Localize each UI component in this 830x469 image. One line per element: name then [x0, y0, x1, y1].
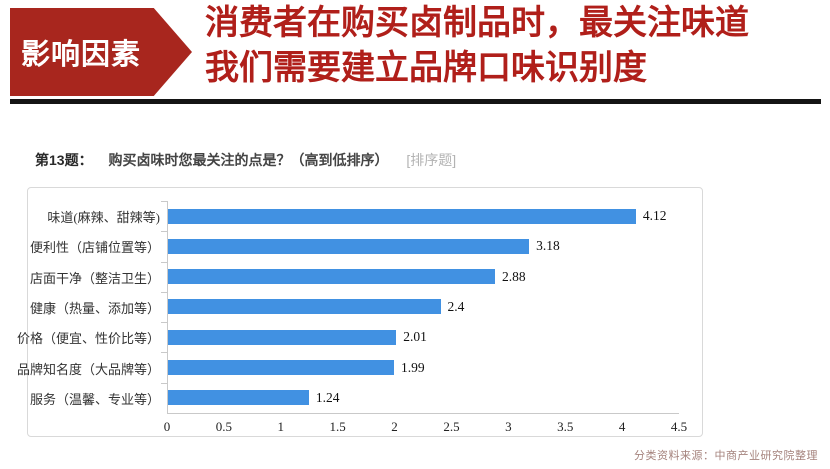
- category-label: 便利性（店铺位置等）: [29, 240, 160, 256]
- category-label: 价格（便宜、性价比等）: [16, 331, 160, 347]
- page-title-line1: 消费者在购买卤制品时，最关注味道: [205, 4, 749, 42]
- x-tick-label: 2: [391, 419, 398, 434]
- category-label: 店面干净（整洁卫生）: [29, 270, 160, 286]
- value-label: 1.99: [400, 359, 425, 375]
- bar-chart: 味道(麻辣、甜辣等) 便利性（店铺位置等） 店面干净（整洁卫生） 健康（热量、添加等）…: [16, 187, 703, 437]
- bar: [168, 360, 394, 376]
- value-label: 3.18: [536, 238, 560, 254]
- value-label: 2.01: [403, 329, 427, 345]
- x-tick-label: 0: [163, 419, 171, 434]
- value-label: 2.4: [447, 298, 465, 314]
- x-tick-label: 0.5: [215, 419, 232, 434]
- bar: [168, 299, 441, 315]
- bar: [168, 269, 496, 285]
- x-tick-label: 4: [618, 419, 626, 434]
- bar-row: 4.12: [161, 201, 679, 231]
- plot-area: 4.12 3.18 2.88 2.4 2.01 1.99 1.24: [161, 201, 679, 414]
- category-label: 健康（热量、添加等）: [29, 300, 160, 316]
- x-tick-label: 3: [505, 419, 512, 434]
- x-tick-label: 3.5: [557, 419, 574, 434]
- value-axis: 0 0.5 1 1.5 2 2.5 3 3.5 4 4.5: [163, 419, 687, 435]
- x-tick-label: 1: [277, 419, 285, 434]
- bar-row: 3.18: [161, 231, 679, 261]
- bar-row: 1.24: [161, 382, 679, 413]
- category-label: 味道(麻辣、甜辣等): [47, 209, 160, 225]
- bar: [168, 329, 397, 345]
- bar: [168, 390, 309, 406]
- value-label: 2.88: [502, 268, 526, 284]
- page-title-line2: 我们需要建立品牌口味识别度: [205, 49, 647, 87]
- category-axis: 味道(麻辣、甜辣等) 便利性（店铺位置等） 店面干净（整洁卫生） 健康（热量、添加等）…: [16, 201, 160, 414]
- x-tick-label: 1.5: [329, 419, 346, 434]
- category-label: 品牌知名度（大品牌等）: [16, 361, 160, 377]
- x-tick-label: 4.5: [670, 419, 688, 434]
- bar-row: 2.88: [161, 261, 679, 292]
- bar-row: 2.01: [161, 322, 679, 352]
- value-label: 4.12: [642, 208, 667, 224]
- question-text: 购买卤味时您最关注的点是？（高到低排序）: [108, 152, 389, 168]
- section-badge-label: 影响因素: [20, 39, 141, 71]
- page-title: 消费者在购买卤制品时，最关注味道 我们需要建立品牌口味识别度: [205, 1, 749, 91]
- question-type-tag: [排序题]: [406, 152, 457, 168]
- bar-row: 1.99: [161, 352, 679, 382]
- survey-question: 第13题： 购买卤味时您最关注的点是？（高到低排序） [排序题]: [35, 150, 456, 170]
- category-label: 服务（温馨、专业等）: [29, 392, 160, 408]
- bar: [168, 208, 636, 224]
- bar: [168, 238, 530, 254]
- bar-row: 2.4: [161, 291, 679, 322]
- header-divider: [10, 99, 821, 104]
- question-number: 第13题：: [35, 152, 93, 168]
- x-tick-label: 2.5: [443, 419, 460, 434]
- source-note: 分类资料来源：中商产业研究院整理: [634, 450, 818, 462]
- section-badge-arrow: 影响因素: [10, 8, 192, 96]
- value-label: 1.24: [315, 389, 340, 405]
